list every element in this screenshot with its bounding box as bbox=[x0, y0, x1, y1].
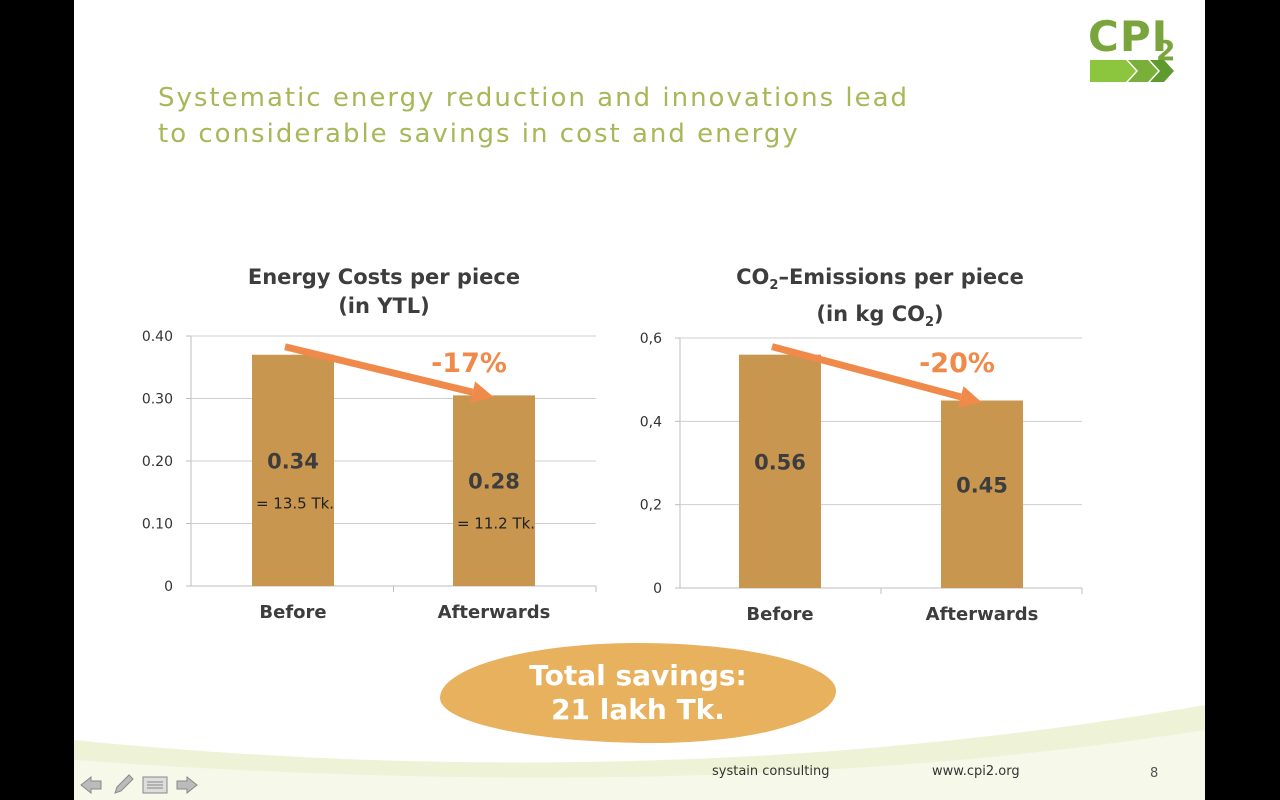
chart-1-title: Energy Costs per piece (in YTL) bbox=[204, 263, 564, 321]
bar-value-label: 0.56 bbox=[754, 450, 806, 474]
x-category-label: Afterwards bbox=[438, 602, 551, 623]
menu-icon bbox=[142, 776, 168, 794]
y-tick-label: 0,4 bbox=[640, 414, 662, 430]
savings-line-2: 21 lakh Tk. bbox=[551, 693, 725, 726]
bar-sub-label: = 11.2 Tk. bbox=[457, 515, 535, 533]
footer-website: www.cpi2.org bbox=[932, 764, 1020, 779]
slide-menu-button[interactable] bbox=[142, 772, 168, 798]
arrow-left-icon bbox=[80, 775, 102, 795]
chart-1-title-line-1: Energy Costs per piece bbox=[247, 265, 521, 289]
chart-2-title-line-2-subscript: 2 bbox=[924, 315, 935, 331]
chart-2-title-line-2-suffix: ) bbox=[934, 302, 944, 327]
chart-2-title-line-2: (in kg CO2) bbox=[680, 300, 1080, 337]
chart-2-title-subscript: 2 bbox=[769, 278, 779, 294]
trend-arrow-line bbox=[284, 343, 474, 396]
y-tick-label: 0.30 bbox=[142, 392, 173, 408]
y-tick-label: 0 bbox=[653, 581, 662, 597]
cpi2-logo: CPI 2 bbox=[1088, 12, 1188, 86]
chart-2-title-line-1: CO2–Emissions per piece bbox=[680, 263, 1080, 300]
slide-title-line-1: Systematic energy reduction and innovati… bbox=[158, 83, 910, 113]
pen-icon bbox=[114, 774, 134, 794]
bar-before bbox=[252, 354, 334, 586]
slide-title-line-2: to considerable savings in cost and ener… bbox=[158, 119, 800, 149]
previous-slide-button[interactable] bbox=[78, 772, 104, 798]
bar-sub-label: = 13.5 Tk. bbox=[256, 494, 334, 512]
slide-title: Systematic energy reduction and innovati… bbox=[158, 80, 918, 152]
trend-arrow-head bbox=[470, 381, 494, 403]
x-category-label: Before bbox=[746, 604, 813, 625]
y-tick-label: 0 bbox=[164, 579, 173, 595]
chart-2-title: CO2–Emissions per piece (in kg CO2) bbox=[680, 263, 1080, 337]
bar-afterwards bbox=[453, 395, 535, 586]
total-savings-badge: Total savings: 21 lakh Tk. bbox=[440, 643, 836, 743]
chart-co2-emissions: 0 0,2 0,4 0,6 0.56 Before 0.45 Afterwards -20% bbox=[640, 331, 1083, 625]
chart-1-title-line-2: (in YTL) bbox=[338, 294, 430, 318]
y-tick-label: 0,2 bbox=[640, 498, 662, 514]
page-number: 8 bbox=[1150, 766, 1159, 781]
x-category-label: Afterwards bbox=[926, 604, 1039, 625]
y-tick-label: 0.10 bbox=[142, 517, 173, 533]
savings-line-1: Total savings: bbox=[529, 659, 747, 692]
y-tick-label: 0.40 bbox=[142, 329, 173, 345]
bar-value-label: 0.34 bbox=[267, 449, 319, 473]
chart-2-title-line-2-prefix: (in kg CO bbox=[816, 302, 925, 327]
bar-value-label: 0.28 bbox=[468, 470, 520, 494]
chart-2-title-suffix: –Emissions per piece bbox=[778, 265, 1024, 289]
trend-arrow-head bbox=[957, 386, 982, 408]
chart-energy-costs: 0 0.10 0.20 0.30 0.40 0.34 = 13.5 Tk. Before 0.2… bbox=[142, 329, 597, 623]
bar-afterwards bbox=[941, 400, 1023, 588]
pen-tool-button[interactable] bbox=[110, 772, 136, 798]
y-tick-label: 0,6 bbox=[640, 331, 662, 347]
logo-arrows-icon bbox=[1090, 60, 1174, 82]
next-slide-button[interactable] bbox=[174, 772, 200, 798]
arrow-right-icon bbox=[176, 775, 198, 795]
chart-2-title-prefix: CO bbox=[736, 265, 770, 289]
bar-before bbox=[739, 354, 821, 588]
bar-value-label: 0.45 bbox=[956, 473, 1008, 497]
footer-wave-decoration bbox=[74, 705, 1205, 800]
logo-subscript: 2 bbox=[1156, 34, 1176, 67]
change-percent-label: -20% bbox=[919, 348, 995, 379]
change-percent-label: -17% bbox=[431, 348, 507, 379]
y-tick-label: 0.20 bbox=[142, 454, 173, 470]
logo-text: CPI bbox=[1088, 12, 1169, 61]
slide: Systematic energy reduction and innovati… bbox=[74, 0, 1205, 800]
footer-company: systain consulting bbox=[712, 764, 830, 779]
slide-navigation bbox=[78, 770, 204, 800]
x-category-label: Before bbox=[259, 602, 326, 623]
trend-arrow-line bbox=[771, 343, 962, 401]
